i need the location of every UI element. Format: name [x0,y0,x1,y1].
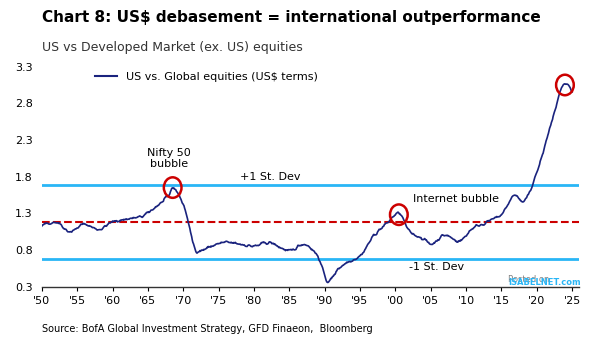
Text: Chart 8: US$ debasement = international outperformance: Chart 8: US$ debasement = international … [42,10,541,25]
Text: Nifty 50
bubble: Nifty 50 bubble [147,148,191,169]
Legend: US vs. Global equities (US$ terms): US vs. Global equities (US$ terms) [90,67,322,86]
Text: Internet bubble: Internet bubble [413,194,499,204]
Text: +1 St. Dev: +1 St. Dev [240,173,300,182]
Text: Posted on: Posted on [508,275,550,284]
Text: ISABELNET.com: ISABELNET.com [508,278,581,286]
Text: -1 St. Dev: -1 St. Dev [410,262,465,271]
Text: Source: BofA Global Investment Strategy, GFD Finaeon,  Bloomberg: Source: BofA Global Investment Strategy,… [42,324,373,334]
Text: US vs Developed Market (ex. US) equities: US vs Developed Market (ex. US) equities [42,41,303,54]
